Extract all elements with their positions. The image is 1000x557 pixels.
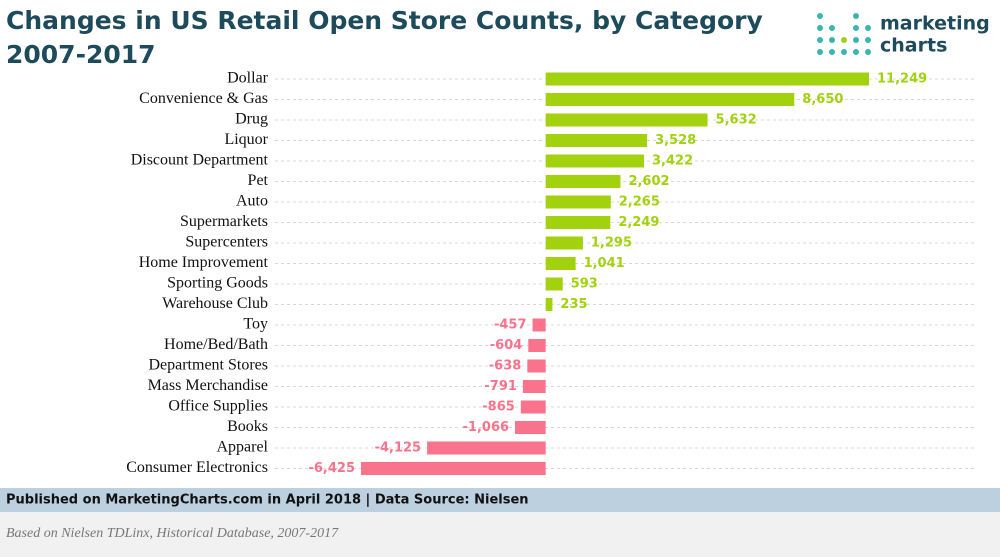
value-label: 593	[571, 277, 598, 292]
footer-note: Based on Nielsen TDLinx, Historical Data…	[6, 526, 339, 541]
bar	[545, 216, 611, 229]
value-label: -4,125	[375, 441, 422, 456]
value-label: -604	[490, 338, 523, 353]
bar	[520, 400, 546, 414]
category-label: Apparel	[216, 439, 268, 456]
category-label: Sporting Goods	[167, 275, 268, 292]
value-label: 2,249	[618, 215, 659, 230]
category-label: Discount Department	[131, 152, 269, 169]
category-label: Warehouse Club	[162, 295, 268, 312]
logo-dots	[817, 13, 871, 55]
bar	[545, 113, 708, 127]
bar	[528, 339, 546, 352]
category-label: Department Stores	[148, 357, 268, 374]
note-band	[0, 512, 1000, 557]
value-label: 1,295	[591, 236, 632, 251]
category-label: Consumer Electronics	[126, 459, 268, 476]
category-label: Pet	[248, 172, 269, 189]
bar	[545, 175, 621, 188]
bar	[527, 359, 546, 373]
bar	[545, 72, 869, 86]
footer-band	[0, 488, 1000, 512]
value-label: -791	[484, 379, 517, 394]
category-label: Toy	[243, 316, 268, 333]
value-label: 235	[560, 297, 587, 312]
value-label: 11,249	[877, 72, 927, 87]
value-label: -457	[494, 318, 527, 333]
bar	[427, 441, 546, 455]
category-label: Home/Bed/Bath	[164, 336, 268, 353]
value-label: 2,602	[628, 174, 669, 189]
value-label: 3,422	[652, 154, 693, 169]
category-label: Drug	[235, 111, 268, 128]
category-label: Mass Merchandise	[148, 377, 268, 394]
bar	[545, 236, 583, 250]
bar	[545, 134, 648, 147]
value-label: -638	[489, 359, 522, 374]
bar	[361, 462, 546, 475]
bar	[532, 318, 546, 332]
category-label: Supermarkets	[180, 213, 268, 230]
bar	[515, 421, 546, 434]
value-label: -865	[482, 400, 515, 415]
value-label: 2,265	[619, 195, 660, 210]
value-label: -6,425	[308, 461, 355, 476]
value-label: 3,528	[655, 133, 696, 148]
logo-text: marketing	[880, 13, 990, 35]
value-label: 8,650	[802, 92, 843, 107]
bar	[545, 195, 611, 209]
category-label: Office Supplies	[168, 398, 268, 415]
chart-title: Changes in US Retail Open Store Counts, …	[6, 6, 763, 35]
value-label: 1,041	[584, 256, 625, 271]
footer-source: Published on MarketingCharts.com in Apri…	[6, 493, 529, 508]
bar	[545, 298, 553, 311]
bar	[522, 380, 546, 393]
category-label: Books	[227, 418, 268, 435]
category-label: Supercenters	[185, 234, 268, 251]
chart-title: 2007-2017	[6, 40, 156, 69]
logo-text: charts	[880, 35, 947, 57]
bar	[545, 257, 576, 270]
category-label: Liquor	[224, 131, 268, 148]
bar	[545, 154, 645, 168]
category-label: Auto	[236, 193, 268, 210]
category-label: Convenience & Gas	[139, 90, 268, 107]
value-label: 5,632	[716, 113, 757, 128]
bar	[545, 277, 563, 291]
value-label: -1,066	[463, 420, 510, 435]
bar	[545, 93, 795, 106]
category-label: Dollar	[227, 70, 269, 87]
category-label: Home Improvement	[139, 254, 269, 271]
